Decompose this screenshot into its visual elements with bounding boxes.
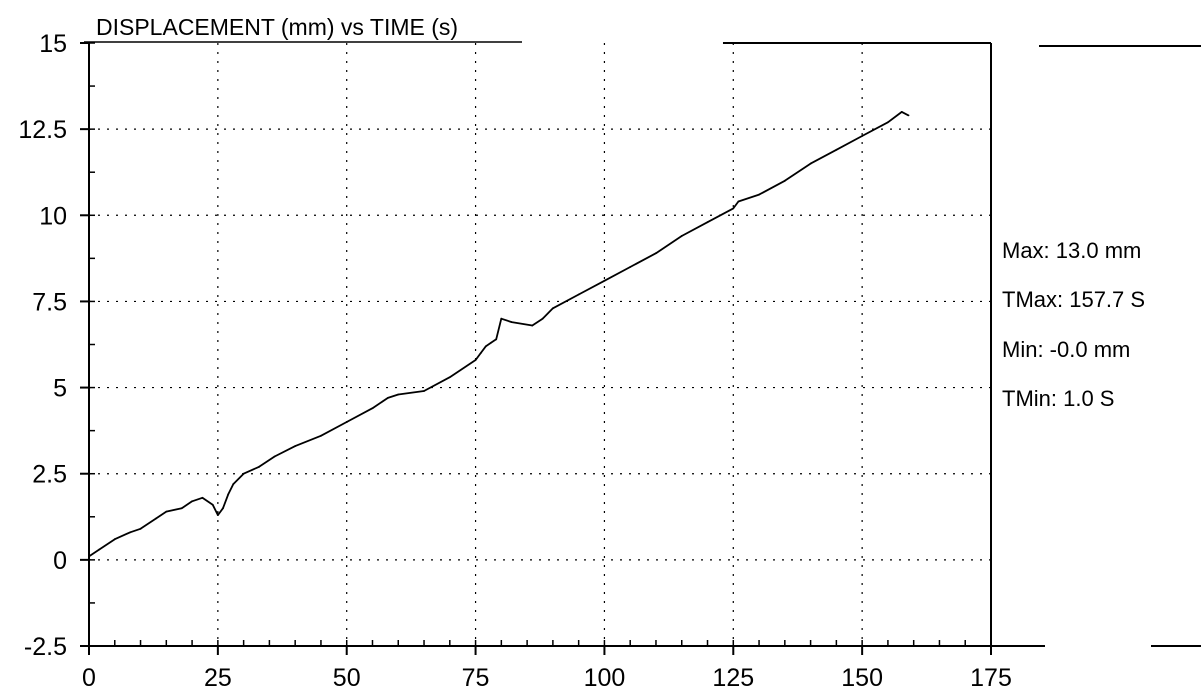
grid-lines bbox=[89, 43, 991, 646]
data-point bbox=[165, 510, 168, 513]
stat-tmin: TMin: 1.0 S bbox=[1002, 386, 1114, 411]
data-point bbox=[273, 455, 276, 458]
x-tick-label: 100 bbox=[584, 664, 626, 692]
data-point bbox=[900, 111, 903, 113]
x-tick-label: 175 bbox=[970, 664, 1012, 692]
y-tick-label: 5 bbox=[53, 375, 67, 403]
data-point bbox=[232, 483, 235, 485]
x-tick-label: 25 bbox=[204, 664, 232, 692]
data-point bbox=[113, 538, 116, 541]
data-point bbox=[474, 359, 477, 361]
data-point bbox=[423, 390, 425, 392]
y-tick-label: 2.5 bbox=[32, 461, 67, 489]
stat-max: Max: 13.0 mm bbox=[1002, 238, 1141, 263]
data-point bbox=[448, 376, 451, 379]
data-point bbox=[139, 527, 142, 530]
chart-title: DISPLACEMENT (mm) vs TIME (s) bbox=[96, 14, 458, 40]
data-point bbox=[758, 193, 760, 196]
data-point bbox=[732, 207, 735, 210]
y-tick-label: 15 bbox=[39, 30, 67, 58]
data-point bbox=[345, 421, 348, 423]
data-point bbox=[551, 307, 554, 310]
data-point bbox=[222, 507, 224, 510]
data-point bbox=[541, 317, 544, 320]
data-point bbox=[397, 393, 400, 396]
y-tick-label: 7.5 bbox=[32, 288, 67, 316]
x-tick-label: 0 bbox=[82, 664, 96, 692]
data-point bbox=[629, 266, 632, 268]
stats-panel: Max: 13.0 mm TMax: 157.7 S Min: -0.0 mm … bbox=[1002, 238, 1145, 411]
y-tick-label: 10 bbox=[39, 202, 67, 230]
displacement-series-line bbox=[88, 111, 909, 558]
data-point bbox=[809, 162, 812, 165]
data-point bbox=[98, 548, 101, 551]
data-point bbox=[907, 114, 910, 117]
data-point bbox=[242, 472, 245, 475]
data-point bbox=[129, 531, 132, 534]
y-tick-label: 0 bbox=[53, 547, 67, 575]
data-point bbox=[371, 407, 374, 410]
data-point bbox=[216, 514, 219, 516]
data-point bbox=[180, 507, 183, 510]
data-point bbox=[155, 517, 157, 520]
data-point bbox=[577, 293, 580, 296]
data-point bbox=[211, 503, 214, 506]
x-tick-label: 75 bbox=[462, 664, 490, 692]
data-point bbox=[531, 324, 534, 327]
data-point bbox=[387, 397, 389, 399]
data-point bbox=[191, 500, 193, 503]
data-point bbox=[500, 317, 503, 320]
data-point bbox=[484, 345, 487, 348]
data-point bbox=[320, 434, 322, 437]
data-point bbox=[737, 200, 740, 203]
data-point bbox=[783, 179, 786, 182]
data-point bbox=[706, 221, 709, 224]
x-tick-label: 150 bbox=[841, 664, 883, 692]
x-tick-label: 50 bbox=[333, 664, 361, 692]
data-point bbox=[258, 465, 260, 468]
axes bbox=[80, 42, 1201, 655]
data-point bbox=[88, 555, 90, 558]
data-point bbox=[490, 341, 492, 344]
stat-tmax: TMax: 157.7 S bbox=[1002, 287, 1145, 312]
data-point bbox=[861, 135, 864, 137]
data-point bbox=[201, 496, 204, 499]
data-point bbox=[655, 252, 657, 255]
x-tick-label: 125 bbox=[712, 664, 754, 692]
data-point bbox=[603, 279, 606, 282]
data-point bbox=[835, 148, 838, 151]
stat-min: Min: -0.0 mm bbox=[1002, 337, 1130, 362]
y-tick-label: -2.5 bbox=[24, 633, 67, 661]
data-point bbox=[680, 235, 683, 237]
data-point bbox=[495, 338, 498, 341]
data-point bbox=[294, 445, 297, 448]
y-tick-label: 12.5 bbox=[18, 116, 67, 144]
series-layer bbox=[88, 111, 910, 558]
data-point bbox=[510, 321, 513, 324]
data-point bbox=[887, 121, 889, 124]
data-point bbox=[479, 352, 482, 355]
data-point bbox=[227, 493, 230, 496]
